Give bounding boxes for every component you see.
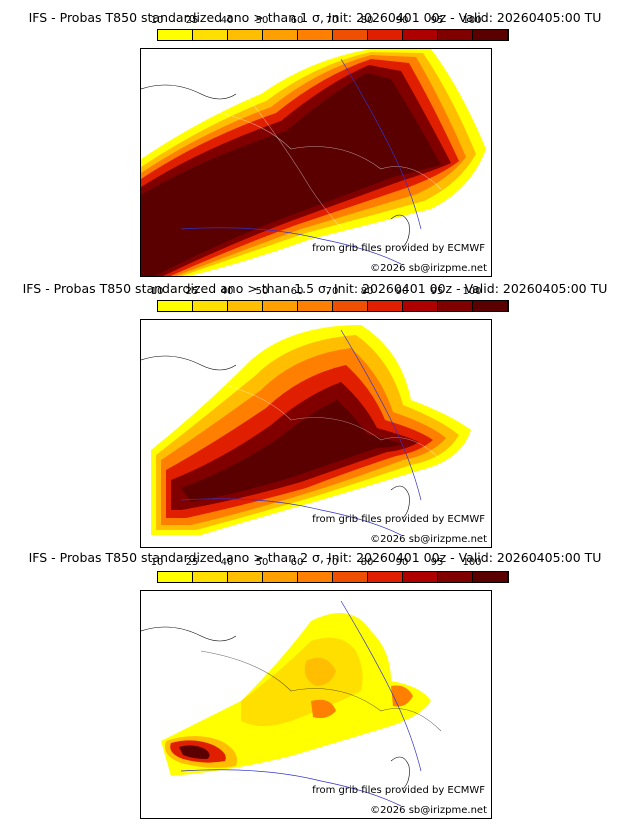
scale-swatch [298, 572, 333, 582]
scale-tick-label: 50 [255, 286, 269, 297]
scale-swatch [193, 30, 228, 40]
scale-tick-label: 95 [430, 557, 444, 568]
scale-swatch [298, 301, 333, 311]
scale-tick-label: 100 [462, 286, 482, 297]
map-graphic [141, 600, 442, 807]
source-credit: from grib files provided by ECMWF [312, 785, 485, 796]
scale-swatch [333, 30, 368, 40]
scale-swatch [403, 572, 438, 582]
scale-swatch [298, 30, 333, 40]
map-panel-2: IFS - Probas T850 standardized ano > tha… [0, 271, 630, 548]
map-graphic [141, 325, 471, 536]
copyright-credit: ©2026 sb@irizpme.net [370, 805, 487, 816]
scale-swatch [473, 572, 508, 582]
color-scale: 10 25 40 50 60 70 80 90 95 100 [140, 286, 509, 316]
scale-tick-label: 80 [360, 557, 374, 568]
scale-tick-label: 90 [395, 15, 409, 26]
scale-tick-label: 10 [150, 286, 164, 297]
scale-swatch [403, 301, 438, 311]
scale-swatch [368, 301, 403, 311]
scale-tick-label: 60 [290, 15, 304, 26]
scale-swatch [333, 572, 368, 582]
scale-tick-label: 60 [290, 557, 304, 568]
scale-swatch [228, 301, 263, 311]
scale-swatch [438, 301, 473, 311]
copyright-credit: ©2026 sb@irizpme.net [370, 534, 487, 545]
scale-swatch [193, 301, 228, 311]
scale-swatch [228, 30, 263, 40]
source-credit: from grib files provided by ECMWF [312, 514, 485, 525]
map-panel-3: IFS - Probas T850 standardized ano > tha… [0, 542, 630, 819]
scale-swatch [403, 30, 438, 40]
scale-swatch [438, 572, 473, 582]
scale-tick-label: 70 [325, 15, 339, 26]
scale-tick-label: 10 [150, 557, 164, 568]
scale-tick-label: 95 [430, 15, 444, 26]
scale-swatch [228, 572, 263, 582]
copyright-credit: ©2026 sb@irizpme.net [370, 263, 487, 274]
scale-swatch [263, 30, 298, 40]
scale-tick-label: 100 [462, 557, 482, 568]
scale-bar [157, 29, 509, 41]
scale-swatch [473, 30, 508, 40]
scale-tick-label: 50 [255, 557, 269, 568]
source-credit: from grib files provided by ECMWF [312, 243, 485, 254]
scale-swatch [473, 301, 508, 311]
scale-swatch [368, 30, 403, 40]
scale-swatch [158, 572, 193, 582]
color-scale: 10 25 40 50 60 70 80 90 95 100 [140, 15, 509, 45]
scale-swatch [438, 30, 473, 40]
scale-swatch [193, 572, 228, 582]
scale-swatch [333, 301, 368, 311]
panel-title: IFS - Probas T850 standardized ano > tha… [28, 10, 602, 25]
map-panel-1: IFS - Probas T850 standardized ano > tha… [0, 0, 630, 277]
scale-swatch [158, 301, 193, 311]
scale-tick-label: 80 [360, 286, 374, 297]
scale-tick-label: 100 [462, 15, 482, 26]
scale-tick-label: 25 [185, 557, 199, 568]
panel-title: IFS - Probas T850 standardized ano > tha… [28, 550, 602, 565]
scale-tick-label: 40 [220, 15, 234, 26]
probability-map: from grib files provided by ECMWF ©2026 … [140, 48, 492, 277]
scale-tick-label: 70 [325, 286, 339, 297]
scale-tick-label: 70 [325, 557, 339, 568]
color-scale: 10 25 40 50 60 70 80 90 95 100 [140, 557, 509, 587]
scale-tick-label: 50 [255, 15, 269, 26]
panel-title: IFS - Probas T850 standardized ano > tha… [22, 281, 608, 296]
scale-tick-label: 40 [220, 286, 234, 297]
scale-bar [157, 571, 509, 583]
scale-tick-label: 60 [290, 286, 304, 297]
scale-tick-label: 25 [185, 286, 199, 297]
scale-tick-label: 90 [395, 557, 409, 568]
scale-swatch [368, 572, 403, 582]
scale-tick-label: 80 [360, 15, 374, 26]
map-graphic [141, 49, 491, 276]
scale-swatch [263, 572, 298, 582]
probability-map: from grib files provided by ECMWF ©2026 … [140, 319, 492, 548]
scale-swatch [263, 301, 298, 311]
scale-tick-label: 25 [185, 15, 199, 26]
scale-bar [157, 300, 509, 312]
scale-swatch [158, 30, 193, 40]
scale-tick-label: 10 [150, 15, 164, 26]
scale-tick-label: 40 [220, 557, 234, 568]
probability-map: from grib files provided by ECMWF ©2026 … [140, 590, 492, 819]
scale-tick-label: 95 [430, 286, 444, 297]
scale-tick-label: 90 [395, 286, 409, 297]
